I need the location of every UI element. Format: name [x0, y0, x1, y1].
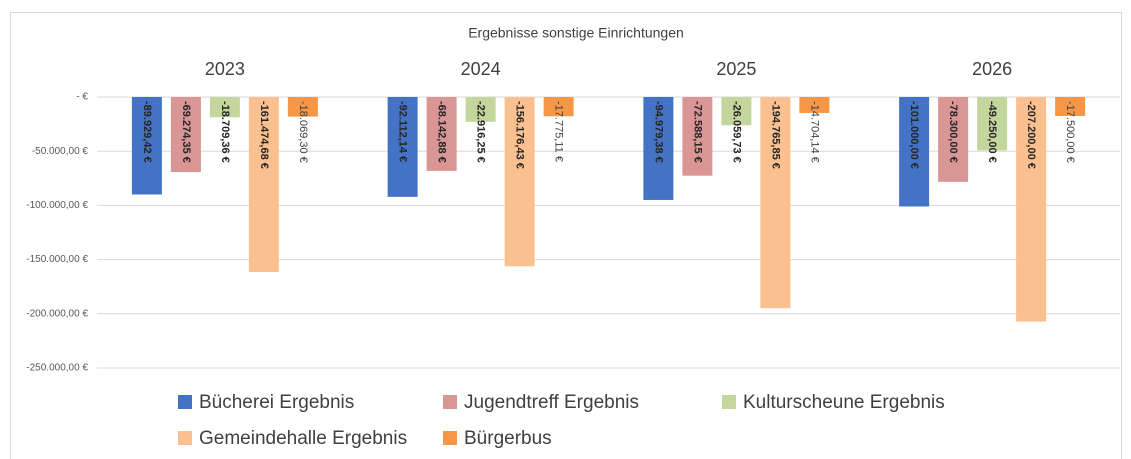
bar: [209, 97, 240, 118]
category-label: 2023: [205, 59, 245, 79]
y-tick-label: -100.000,00 €: [26, 200, 88, 211]
bar: [465, 97, 496, 122]
data-label: -207.200,00 €: [1025, 101, 1037, 169]
bar: [938, 97, 969, 182]
bar: [248, 97, 279, 273]
legend-label: Kulturscheune Ergebnis: [743, 392, 945, 413]
chart-frame: [10, 12, 1122, 459]
legend-swatch: [178, 431, 192, 445]
bar: [760, 97, 791, 309]
bar: [426, 97, 457, 171]
bar: [543, 97, 574, 117]
bar: [504, 97, 535, 267]
data-label: -161.474,68 €: [258, 101, 270, 169]
bar: [977, 97, 1008, 151]
data-label: -14.704,14 €: [808, 101, 820, 163]
bar: [799, 97, 830, 113]
bar: [643, 97, 674, 200]
bar: [682, 97, 713, 176]
data-label: -94.979,38 €: [652, 101, 664, 163]
y-tick-label: - €: [76, 92, 88, 103]
category-label: 2026: [972, 59, 1012, 79]
data-label: -156.176,43 €: [514, 101, 526, 169]
legend-swatch: [443, 431, 457, 445]
bar: [387, 97, 418, 197]
data-label: -78.300,00 €: [947, 101, 959, 163]
bar: [170, 97, 201, 173]
data-label: -17.500,00 €: [1064, 101, 1076, 163]
data-label: -68.142,88 €: [436, 101, 448, 163]
data-label: -194.765,85 €: [769, 101, 781, 169]
data-label: -22.916,25 €: [475, 101, 487, 163]
data-label: -89.929,42 €: [141, 101, 153, 163]
y-tick-label: -50.000,00 €: [32, 146, 89, 157]
category-label: 2025: [716, 59, 756, 79]
data-label: -18.069,30 €: [297, 101, 309, 163]
bar: [1055, 97, 1086, 116]
data-label: -17.775,11 €: [553, 101, 565, 162]
bar: [721, 97, 752, 126]
data-label: -26.059,73 €: [730, 101, 742, 163]
legend-swatch: [443, 395, 457, 409]
legend-label: Bücherei Ergebnis: [199, 392, 354, 413]
legend-label: Jugendtreff Ergebnis: [464, 392, 639, 413]
category-label: 2024: [461, 59, 501, 79]
legend-label: Bürgerbus: [464, 428, 552, 449]
legend-label: Gemeindehalle Ergebnis: [199, 428, 407, 449]
legend-swatch: [178, 395, 192, 409]
data-label: -72.588,15 €: [691, 101, 703, 163]
y-tick-label: -250.000,00 €: [26, 363, 88, 374]
legend-swatch: [722, 395, 736, 409]
data-label: -92.112,14 €: [397, 101, 409, 162]
data-label: -18.709,36 €: [219, 101, 231, 163]
y-tick-label: -150.000,00 €: [26, 254, 88, 265]
data-label: -69.274,35 €: [180, 101, 192, 163]
bar: [131, 97, 162, 195]
data-label: -101.000,00 €: [908, 101, 920, 169]
data-label: -49.250,00 €: [986, 101, 998, 163]
bar: [899, 97, 930, 207]
chart-title: Ergebnisse sonstige Einrichtungen: [468, 25, 684, 41]
bar: [1016, 97, 1047, 322]
bar: [287, 97, 318, 117]
y-tick-label: -200.000,00 €: [26, 308, 88, 319]
